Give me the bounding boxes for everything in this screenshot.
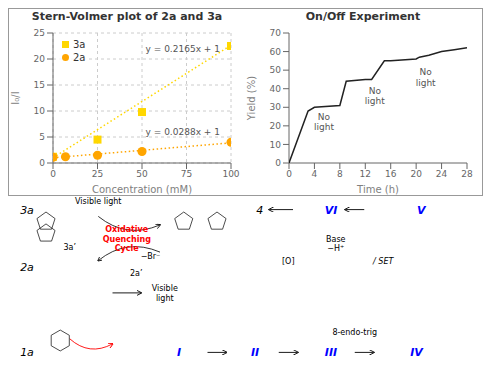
svg-text:III: III bbox=[325, 346, 337, 359]
html-text:On/Off Experiment: On/Off Experiment bbox=[305, 10, 421, 23]
svg-text:II: II bbox=[251, 346, 259, 359]
svg-text:y = 0.0288x + 1: y = 0.0288x + 1 bbox=[146, 127, 220, 137]
svg-text:40: 40 bbox=[270, 84, 282, 94]
svg-text:60: 60 bbox=[270, 47, 282, 57]
svg-text:25: 25 bbox=[34, 28, 45, 38]
svg-text:75: 75 bbox=[181, 169, 192, 179]
svg-text:16: 16 bbox=[385, 169, 397, 179]
svg-text:OxidativeQuenchingCycle: OxidativeQuenchingCycle bbox=[103, 225, 151, 252]
svg-text:Nolight: Nolight bbox=[314, 112, 334, 132]
svg-text:Visiblelight: Visiblelight bbox=[152, 284, 178, 302]
svg-text:20: 20 bbox=[34, 54, 46, 64]
svg-text:0: 0 bbox=[50, 169, 56, 179]
svg-text:Nolight: Nolight bbox=[416, 67, 436, 87]
svg-text:2a: 2a bbox=[20, 261, 34, 274]
svg-text:Yield (%): Yield (%) bbox=[246, 76, 257, 121]
svg-text:10: 10 bbox=[34, 106, 46, 116]
html-text:2a: 2a bbox=[73, 52, 86, 63]
svg-text:50: 50 bbox=[136, 169, 148, 179]
svg-text:4: 4 bbox=[312, 169, 318, 179]
svg-text:8: 8 bbox=[337, 169, 343, 179]
svg-text:25: 25 bbox=[92, 169, 103, 179]
svg-text:5: 5 bbox=[39, 132, 45, 142]
svg-text:Concentration (mM): Concentration (mM) bbox=[92, 184, 192, 195]
svg-text:20: 20 bbox=[410, 169, 422, 179]
svg-text:15: 15 bbox=[34, 80, 45, 90]
svg-text:10: 10 bbox=[270, 140, 282, 150]
svg-text:28: 28 bbox=[461, 169, 473, 179]
svg-text:100: 100 bbox=[222, 169, 239, 179]
svg-text:3a: 3a bbox=[20, 203, 34, 216]
svg-text:3a’: 3a’ bbox=[63, 243, 76, 252]
svg-text:8-endo-trig: 8-endo-trig bbox=[332, 328, 377, 337]
svg-text:Nolight: Nolight bbox=[365, 86, 385, 106]
svg-text:Visible light: Visible light bbox=[75, 197, 121, 206]
svg-text:V: V bbox=[417, 203, 427, 216]
svg-text:[O]: [O] bbox=[282, 256, 295, 265]
svg-text:IV: IV bbox=[410, 346, 424, 359]
svg-text:0: 0 bbox=[275, 158, 281, 168]
svg-text:y = 0.2165x + 1: y = 0.2165x + 1 bbox=[146, 44, 220, 54]
svg-text:4: 4 bbox=[256, 203, 263, 216]
svg-text:1a: 1a bbox=[20, 346, 34, 359]
svg-text:Base−H⁺: Base−H⁺ bbox=[326, 235, 346, 253]
svg-text:50: 50 bbox=[270, 65, 282, 75]
svg-text:70: 70 bbox=[270, 28, 282, 38]
svg-text:Time (h): Time (h) bbox=[356, 184, 399, 195]
svg-text:20: 20 bbox=[270, 121, 282, 131]
svg-text:0: 0 bbox=[39, 158, 45, 168]
svg-text:−Br⁻: −Br⁻ bbox=[141, 251, 161, 260]
svg-text:I: I bbox=[177, 346, 181, 359]
svg-text:/ SET: / SET bbox=[372, 256, 394, 265]
html-text:Stern-Volmer plot of 2a and 3a: Stern-Volmer plot of 2a and 3a bbox=[31, 10, 223, 23]
svg-text:12: 12 bbox=[360, 169, 371, 179]
html-text:3a: 3a bbox=[73, 39, 86, 50]
svg-text:0: 0 bbox=[286, 169, 292, 179]
svg-text:30: 30 bbox=[270, 102, 282, 112]
svg-text:VI: VI bbox=[325, 203, 338, 216]
svg-text:24: 24 bbox=[436, 169, 448, 179]
svg-text:I₀/I: I₀/I bbox=[10, 91, 21, 104]
svg-text:2a’: 2a’ bbox=[130, 268, 143, 277]
